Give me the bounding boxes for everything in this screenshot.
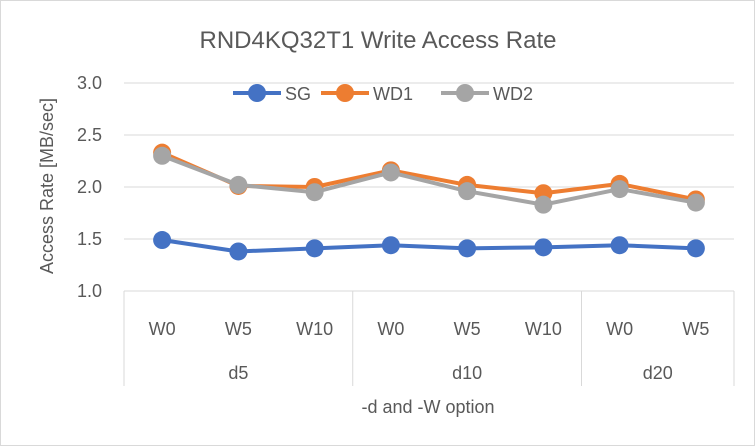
x-tick-label: W5 [225, 319, 252, 339]
data-point-wd2 [381, 163, 400, 182]
y-tick-label: 3.0 [77, 73, 102, 93]
x-tick-label: W0 [377, 319, 404, 339]
data-point-sg [686, 239, 705, 258]
data-point-sg [153, 231, 172, 250]
legend-marker-sg [248, 84, 266, 102]
axes: 1.0 1.5 2.0 2.5 3.0 W0 W5 W10 W0 W5 W10 W0 W5 d5 d10 d2… [77, 73, 735, 386]
legend-label-wd1: WD1 [373, 84, 413, 104]
data-point-sg [229, 242, 248, 261]
x-tick-label: W5 [454, 319, 481, 339]
series-line-sg [161, 238, 696, 254]
data-point-sg [610, 236, 629, 255]
data-point-wd2 [534, 195, 553, 214]
data-point-sg [305, 239, 324, 258]
data-point-wd2 [686, 193, 705, 212]
data-point-sg [381, 236, 400, 255]
x-group-label: d5 [228, 363, 248, 383]
y-tick-label: 2.0 [77, 177, 102, 197]
legend-marker-wd2 [456, 84, 474, 102]
x-group-label: d10 [452, 363, 482, 383]
x-group-label: d20 [643, 363, 673, 383]
y-tick-label: 1.5 [77, 229, 102, 249]
y-tick-label: 2.5 [77, 125, 102, 145]
legend-label-wd2: WD2 [493, 84, 533, 104]
x-axis-title: -d and -W option [361, 397, 494, 417]
x-tick-label: W5 [682, 319, 709, 339]
data-point-sg [458, 239, 477, 258]
y-tick-label: 1.0 [77, 281, 102, 301]
legend: SG WD1 WD2 [233, 84, 533, 104]
x-tick-label: W10 [296, 319, 333, 339]
data-point-wd2 [610, 180, 629, 199]
data-point-wd2 [458, 182, 477, 201]
data-point-sg [534, 238, 553, 257]
data-point-wd2 [153, 146, 172, 165]
x-tick-label: W0 [606, 319, 633, 339]
y-axis-title: Access Rate [MB/sec] [37, 98, 57, 274]
data-point-wd2 [229, 175, 248, 194]
legend-label-sg: SG [285, 84, 311, 104]
series-layer [153, 143, 705, 261]
chart-title: RND4KQ32T1 Write Access Rate [199, 27, 556, 54]
x-tick-label: W10 [525, 319, 562, 339]
series-line-wd2 [161, 153, 697, 207]
x-tick-label: W0 [149, 319, 176, 339]
data-point-wd2 [305, 183, 324, 202]
legend-marker-wd1 [336, 84, 354, 102]
